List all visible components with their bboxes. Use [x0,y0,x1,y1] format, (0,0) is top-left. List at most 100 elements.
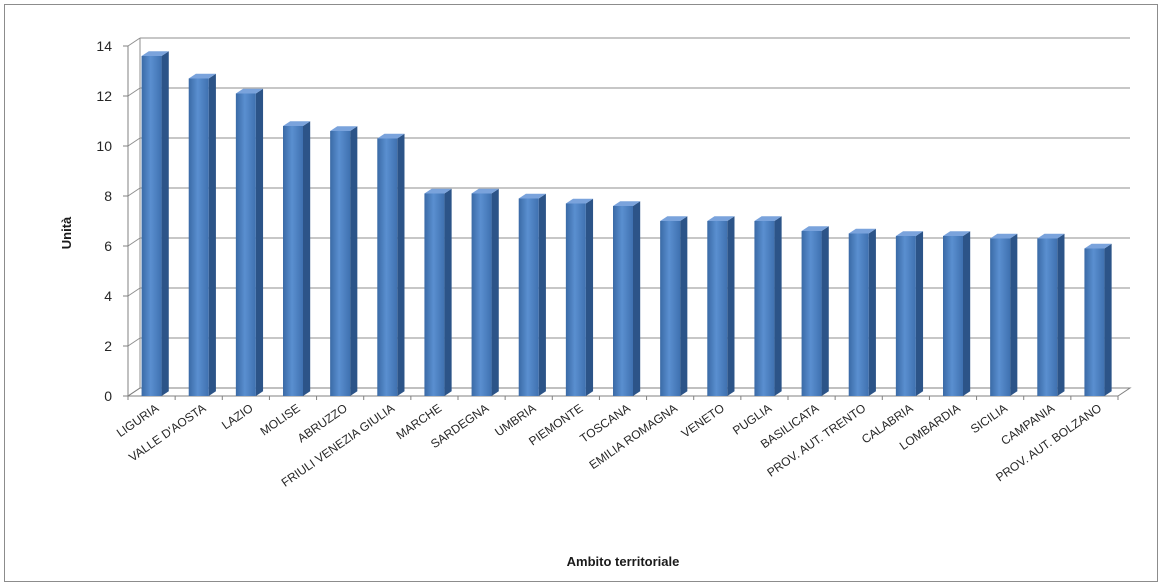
y-tick-label: 0 [104,388,112,404]
bar [613,201,641,396]
x-tick-label: VENETO [679,401,727,441]
bar-front [613,206,633,396]
bar [330,126,358,396]
bar-top [188,73,216,79]
bar-front [188,78,209,396]
gridline-depth [127,337,141,347]
bar-top [990,233,1018,239]
axes [123,38,1132,400]
bar-side [1104,243,1112,396]
bar-side [915,231,924,396]
y-tick-label: 8 [104,188,112,204]
bar-front [424,193,445,396]
bar-side [774,216,782,396]
bar-top [707,216,735,221]
bar-top [565,198,594,204]
bar-front [990,238,1011,396]
bar-top [377,133,405,139]
y-axis-title: Unità [59,216,74,249]
x-tick-label: LAZIO [219,401,255,432]
bar [471,188,499,396]
bar-front [283,126,303,396]
bar-top [801,226,829,231]
bar [943,231,971,396]
bar-side [633,201,641,396]
bar-front [565,203,586,396]
bar [141,51,169,396]
bar-top [943,231,971,236]
bar-top [895,231,924,236]
bar-front [141,56,162,396]
bar-side [868,228,876,396]
bar-side [491,188,499,396]
bar-front [471,193,492,396]
bar-front [660,221,681,396]
gridline-depth [127,37,141,47]
bar [801,226,829,396]
bars [141,51,1112,396]
bar-side [585,198,594,396]
bar-side [538,193,546,396]
gridline-depth [127,287,141,297]
bar [188,73,216,396]
y-tick-label: 14 [96,38,112,54]
bar-front [943,236,963,396]
bar [235,88,264,396]
gridline-depth [127,137,141,147]
gridline-depth [127,87,141,97]
bar-top [424,188,452,194]
bar-front [377,138,398,396]
bar-top [141,51,169,56]
bar-side [727,216,735,396]
x-tick-label: SICILIA [968,401,1010,436]
bar-front [895,236,916,396]
bar-top [330,126,358,131]
y-tick-label: 2 [104,338,112,354]
bar-top [660,216,688,221]
bar [377,133,405,396]
bar-top [1084,243,1112,249]
bar-top [471,188,499,194]
x-tick-label: EMILIA ROMAGNA [587,401,680,472]
bar-front [1037,238,1058,396]
bar [1084,243,1112,396]
bar [424,188,452,396]
bar [707,216,735,396]
gridline-depth [127,187,141,197]
bar [848,228,876,396]
bar-side [963,231,971,396]
y-tick-label: 12 [96,88,112,104]
bar-side [397,133,405,396]
y-tick-label: 10 [96,138,112,154]
bar-side [161,51,169,396]
bar-side [208,73,216,396]
bar-top [518,193,546,199]
gridline-depth [127,237,141,247]
y-tick-label: 4 [104,288,112,304]
y-tick-labels: 0 2 4 6 8 10 12 14 [96,38,112,404]
bar-side [350,126,358,396]
bar-top [754,216,782,221]
bar-side [821,226,829,396]
bar [1037,233,1065,396]
y-tick-label: 6 [104,238,112,254]
bar-front [235,93,256,396]
bar-side [1010,233,1018,396]
bar-side [444,188,452,396]
bar-top [613,201,641,206]
bar-side [303,121,311,396]
bar [518,193,546,396]
bar-top [235,88,264,94]
bar-top [1037,233,1065,239]
bar-top [848,228,876,234]
bar [990,233,1018,396]
bar-front [518,198,539,396]
bar [283,121,311,396]
bar-top [283,121,311,126]
bar-front [801,231,822,396]
bar [660,216,688,396]
bar-front [848,233,869,396]
bar-side [680,216,688,396]
